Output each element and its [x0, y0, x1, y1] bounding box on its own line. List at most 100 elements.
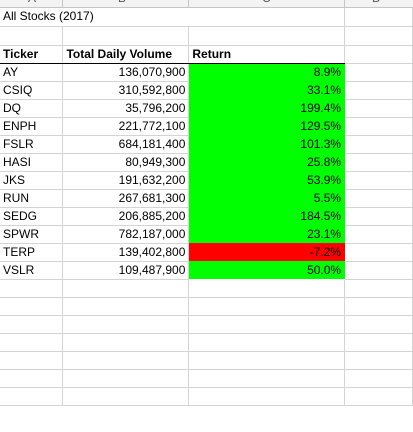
ticker-cell[interactable]: FSLR — [0, 135, 64, 154]
empty-cell[interactable] — [0, 279, 64, 298]
empty-cell[interactable] — [344, 153, 413, 172]
return-cell[interactable]: 129.5% — [188, 117, 345, 135]
empty-row — [0, 369, 413, 388]
header-return-cell[interactable]: Return — [188, 45, 346, 64]
return-cell[interactable]: 101.3% — [188, 135, 345, 153]
empty-cell[interactable] — [188, 297, 346, 316]
ticker-cell[interactable]: TERP — [0, 243, 64, 262]
cell-grid[interactable]: All Stocks (2017) Ticker Total Daily Vol… — [0, 8, 413, 406]
empty-cell[interactable] — [0, 315, 64, 334]
empty-cell[interactable] — [344, 81, 413, 100]
empty-cell[interactable] — [0, 351, 64, 370]
empty-cell[interactable] — [344, 369, 413, 388]
empty-cell[interactable] — [0, 369, 64, 388]
volume-cell[interactable]: 191,632,200 — [62, 171, 190, 190]
ticker-cell[interactable]: RUN — [0, 189, 64, 208]
volume-cell[interactable]: 35,796,200 — [62, 99, 190, 118]
return-cell[interactable]: 5.5% — [188, 189, 345, 207]
ticker-cell[interactable]: DQ — [0, 99, 64, 118]
table-row: ENPH 221,772,100 129.5% — [0, 117, 413, 136]
volume-cell[interactable]: 782,187,000 — [62, 225, 190, 244]
ticker-cell[interactable]: ENPH — [0, 117, 64, 136]
empty-cell[interactable] — [344, 297, 413, 316]
empty-cell[interactable] — [188, 387, 346, 406]
empty-cell[interactable] — [0, 26, 64, 46]
empty-cell[interactable] — [62, 26, 190, 46]
empty-cell[interactable] — [344, 8, 413, 27]
empty-cell[interactable] — [62, 279, 190, 298]
column-header-strip[interactable]: A B C D — [0, 0, 413, 8]
volume-cell[interactable]: 221,772,100 — [62, 117, 190, 136]
column-header-b[interactable]: B — [118, 0, 126, 5]
empty-cell[interactable] — [62, 333, 190, 352]
empty-cell[interactable] — [344, 189, 413, 208]
row-headers: Ticker Total Daily Volume Return — [0, 45, 413, 64]
volume-cell[interactable]: 310,592,800 — [62, 81, 190, 100]
volume-cell[interactable]: 139,402,800 — [62, 243, 190, 262]
return-cell[interactable]: 8.9% — [188, 63, 345, 81]
empty-cell[interactable] — [344, 117, 413, 136]
empty-cell[interactable] — [344, 63, 413, 82]
column-header-a[interactable]: A — [28, 0, 36, 5]
volume-cell[interactable]: 206,885,200 — [62, 207, 190, 226]
empty-cell[interactable] — [188, 351, 346, 370]
ticker-cell[interactable]: CSIQ — [0, 81, 64, 100]
empty-cell[interactable] — [344, 26, 413, 46]
header-ticker-cell[interactable]: Ticker — [0, 45, 64, 64]
empty-cell[interactable] — [344, 261, 413, 280]
empty-row — [0, 387, 413, 406]
column-header-d[interactable]: D — [372, 0, 381, 5]
empty-cell[interactable] — [344, 315, 413, 334]
header-volume-cell[interactable]: Total Daily Volume — [62, 45, 190, 64]
empty-cell[interactable] — [188, 8, 346, 27]
empty-cell[interactable] — [188, 333, 346, 352]
empty-cell[interactable] — [344, 351, 413, 370]
volume-cell[interactable]: 684,181,400 — [62, 135, 190, 154]
return-cell[interactable]: 25.8% — [188, 153, 345, 171]
volume-cell[interactable]: 136,070,900 — [62, 63, 190, 82]
table-row: SPWR 782,187,000 23.1% — [0, 225, 413, 244]
empty-cell[interactable] — [344, 207, 413, 226]
empty-cell[interactable] — [62, 351, 190, 370]
return-cell[interactable]: 184.5% — [188, 207, 345, 225]
empty-cell[interactable] — [62, 315, 190, 334]
empty-cell[interactable] — [62, 297, 190, 316]
ticker-cell[interactable]: HASI — [0, 153, 64, 172]
empty-cell[interactable] — [344, 225, 413, 244]
ticker-cell[interactable]: JKS — [0, 171, 64, 190]
empty-cell[interactable] — [344, 135, 413, 154]
empty-cell[interactable] — [188, 279, 346, 298]
empty-cell[interactable] — [62, 369, 190, 388]
empty-cell[interactable] — [0, 387, 64, 406]
empty-cell[interactable] — [0, 297, 64, 316]
empty-cell[interactable] — [188, 315, 346, 334]
empty-cell[interactable] — [344, 243, 413, 262]
ticker-cell[interactable]: VSLR — [0, 261, 64, 280]
column-header-c[interactable]: C — [262, 0, 271, 5]
ticker-cell[interactable]: SEDG — [0, 207, 64, 226]
empty-cell[interactable] — [0, 333, 64, 352]
empty-cell[interactable] — [344, 171, 413, 190]
empty-cell[interactable] — [62, 387, 190, 406]
return-cell[interactable]: -7.2% — [188, 243, 345, 261]
sheet-title-cell[interactable]: All Stocks (2017) — [0, 8, 189, 27]
empty-cell[interactable] — [344, 99, 413, 118]
return-cell[interactable]: 23.1% — [188, 225, 345, 243]
volume-cell[interactable]: 109,487,900 — [62, 261, 190, 280]
return-cell[interactable]: 33.1% — [188, 81, 345, 99]
ticker-cell[interactable]: AY — [0, 63, 64, 82]
empty-cell[interactable] — [344, 45, 413, 64]
empty-cell[interactable] — [344, 279, 413, 298]
volume-cell[interactable]: 80,949,300 — [62, 153, 190, 172]
volume-cell[interactable]: 267,681,300 — [62, 189, 190, 208]
ticker-cell[interactable]: SPWR — [0, 225, 64, 244]
empty-cell[interactable] — [344, 387, 413, 406]
table-row: JKS 191,632,200 53.9% — [0, 171, 413, 190]
return-cell[interactable]: 53.9% — [188, 171, 345, 189]
empty-cell[interactable] — [188, 369, 346, 388]
return-cell[interactable]: 50.0% — [188, 261, 345, 279]
empty-cell[interactable] — [344, 333, 413, 352]
return-cell[interactable]: 199.4% — [188, 99, 345, 117]
empty-cell[interactable] — [188, 26, 346, 46]
